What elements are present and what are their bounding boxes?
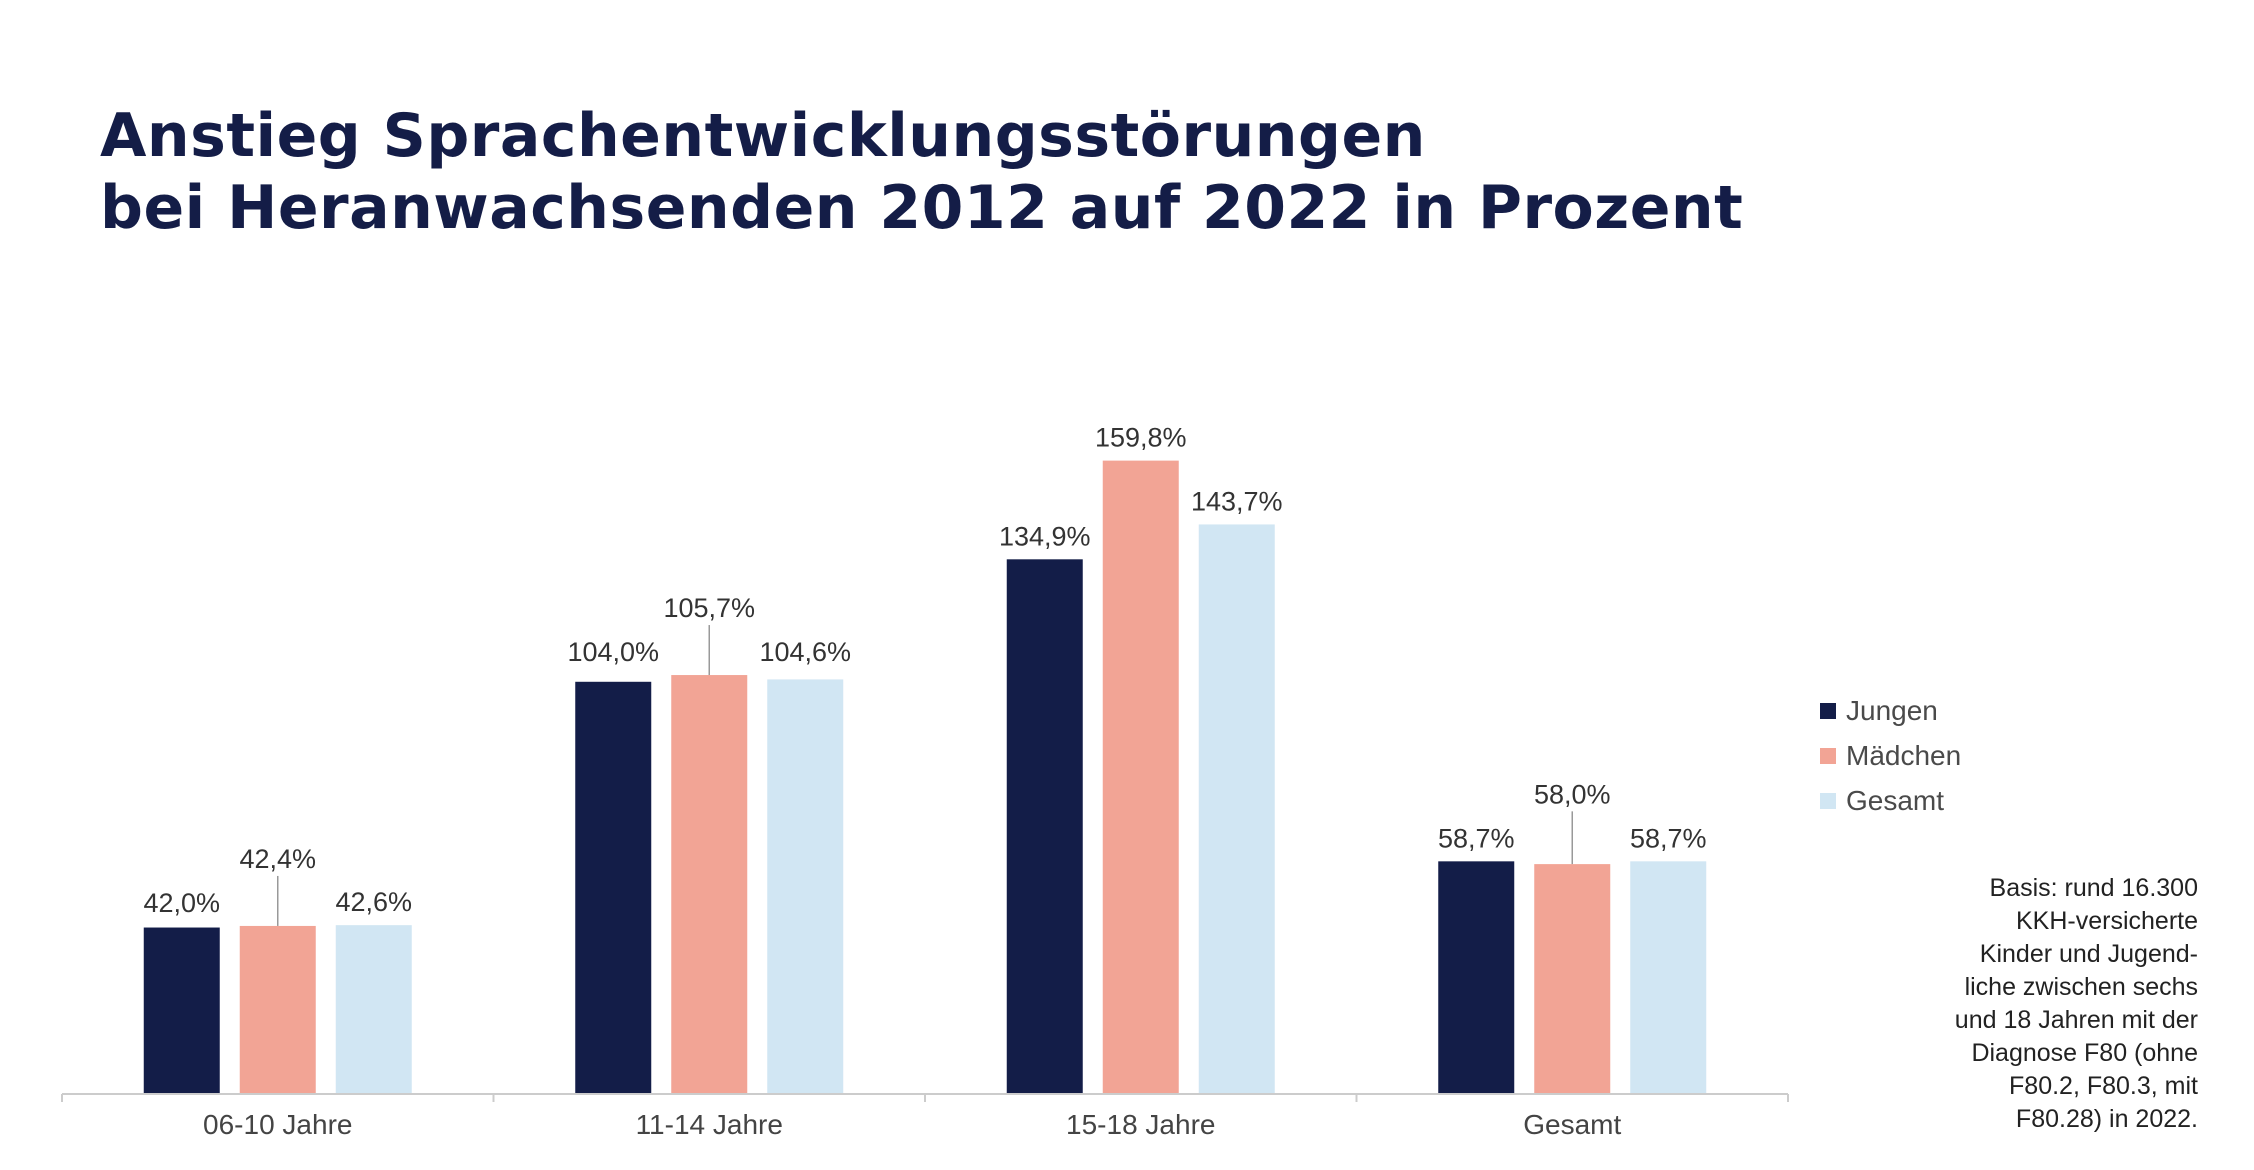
data-label-2-4: 58,0% — [1534, 779, 1611, 809]
footnote-line: KKH-versicherte — [2016, 907, 2198, 935]
legend-label-jungen: Jungen — [1846, 694, 1938, 726]
footnote-line: Kinder und Jugend- — [1979, 940, 2198, 968]
bar-2-2 — [671, 675, 748, 1094]
data-label-2-3: 159,8% — [1095, 423, 1187, 453]
data-label-2-1: 42,4% — [239, 844, 316, 874]
data-label-3-4: 58,7% — [1630, 823, 1707, 853]
data-label-1-2: 104,0% — [567, 637, 659, 667]
legend: Jungen Mädchen Gesamt — [1820, 688, 1961, 823]
x-tick-label-4: Gesamt — [1523, 1109, 1621, 1140]
bar-1-4 — [1438, 861, 1515, 1094]
title-line-2: bei Heranwachsenden 2012 auf 2022 in Pro… — [100, 173, 1744, 243]
data-label-1-3: 134,9% — [999, 521, 1091, 551]
bar-1-2 — [575, 681, 652, 1094]
bar-1-1 — [143, 927, 220, 1094]
bar-3-1 — [335, 925, 412, 1094]
legend-swatch-jungen — [1820, 702, 1836, 719]
footnote-line: F80.28) in 2022. — [2015, 1105, 2198, 1133]
bar-1-3 — [1006, 559, 1083, 1094]
title-line-1: Anstieg Sprachentwicklungsstörungen — [100, 101, 1426, 171]
data-label-1-4: 58,7% — [1438, 823, 1515, 853]
bar-2-1 — [239, 925, 316, 1094]
legend-swatch-gesamt — [1820, 792, 1836, 809]
data-label-3-2: 104,6% — [759, 637, 851, 667]
legend-label-gesamt: Gesamt — [1846, 784, 1945, 816]
data-label-2-2: 105,7% — [663, 593, 755, 623]
footnote-line: und 18 Jahren mit der — [1954, 1006, 2198, 1034]
x-tick-label-3: 15-18 Jahre — [1066, 1109, 1215, 1140]
footnote-line: F80.2, F80.3, mit — [2009, 1072, 2198, 1100]
data-label-3-3: 143,7% — [1191, 486, 1283, 516]
legend-item-gesamt: Gesamt — [1820, 778, 1961, 823]
legend-item-maedchen: Mädchen — [1820, 733, 1961, 778]
legend-swatch-maedchen — [1820, 747, 1836, 764]
legend-item-jungen: Jungen — [1820, 688, 1961, 733]
bar-2-4 — [1534, 864, 1611, 1094]
bar-3-3 — [1198, 524, 1275, 1094]
data-label-3-1: 42,6% — [335, 887, 412, 917]
footnote-line: Diagnose F80 (ohne — [1971, 1039, 2198, 1067]
bar-3-4 — [1630, 861, 1707, 1094]
x-tick-label-2: 11-14 Jahre — [636, 1109, 783, 1140]
footnote-line: liche zwischen sechs — [1964, 973, 2198, 1001]
footnote: Basis: rund 16.300 KKH-versicherte Kinde… — [1878, 872, 2198, 1136]
legend-label-maedchen: Mädchen — [1846, 739, 1962, 771]
footnote-line: Basis: rund 16.300 — [1989, 874, 2198, 902]
x-tick-label-1: 06-10 Jahre — [203, 1109, 352, 1140]
chart-title: Anstieg Sprachentwicklungsstörungen bei … — [100, 100, 1743, 244]
data-label-1-1: 42,0% — [143, 888, 220, 918]
bar-2-3 — [1102, 460, 1179, 1095]
bar-3-2 — [767, 679, 844, 1094]
